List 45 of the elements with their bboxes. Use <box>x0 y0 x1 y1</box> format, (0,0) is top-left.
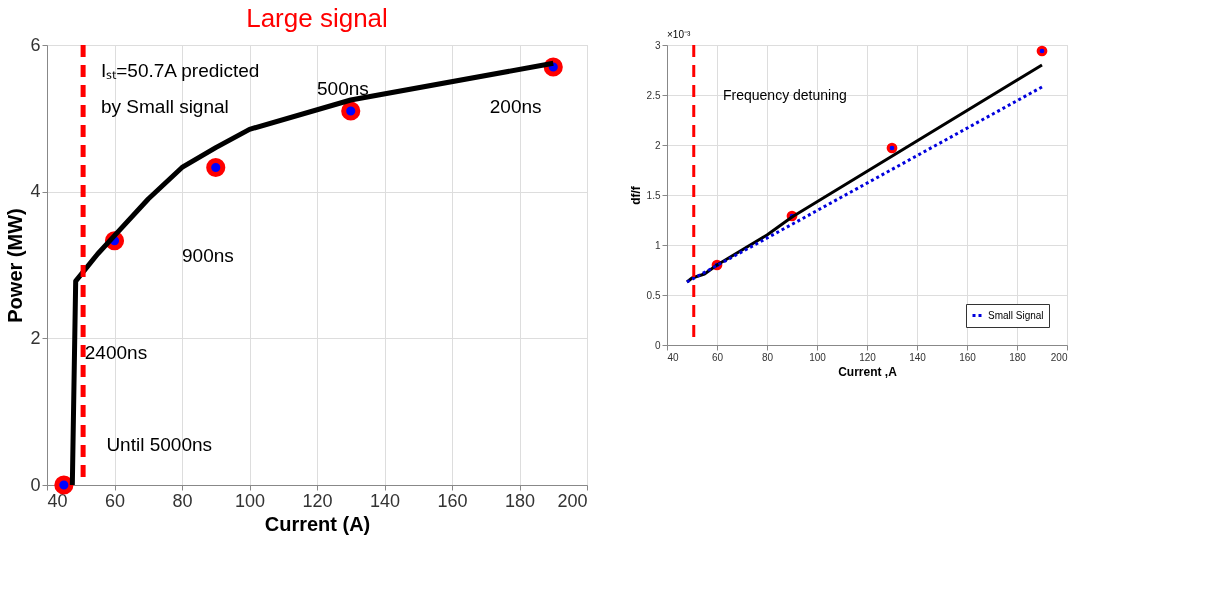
annotation: Iₛₜ=50.7A predicted <box>101 60 260 82</box>
annotation: Frequency detuning <box>723 87 847 103</box>
x-tick-label: 100 <box>809 351 827 363</box>
y-tick-label: 2 <box>30 327 41 348</box>
point <box>1036 45 1048 57</box>
y-tick-label: 0 <box>30 474 41 495</box>
text: ×10⁻³ <box>667 28 691 40</box>
chart-title: Large signal <box>246 3 388 33</box>
x-tick-label: 180 <box>1009 351 1027 363</box>
x-tick-label: 200 <box>1050 351 1068 363</box>
x-tick-label: 160 <box>959 351 977 363</box>
legend-label: Small Signal <box>988 309 1044 321</box>
annotation: 200ns <box>489 95 542 117</box>
y-tick-label: 6 <box>30 34 41 55</box>
y-tick-label: 3 <box>654 39 661 51</box>
x-tick-label: 140 <box>909 351 927 363</box>
x-tick-label: 180 <box>504 490 536 511</box>
x-tick-label: 40 <box>667 351 680 363</box>
y-tick-label: 1 <box>654 239 661 251</box>
annotation: by Small signal <box>101 95 229 117</box>
y-tick-label: 0 <box>654 339 661 351</box>
x-tick-label: 200 <box>557 490 588 511</box>
y-tick-label: 2 <box>654 139 661 151</box>
annotation: 500ns <box>317 78 369 99</box>
point <box>886 142 898 154</box>
x-axis-title: Current ,A <box>838 364 898 379</box>
x-tick-label: 60 <box>711 351 724 363</box>
x-axis-title: Current (A) <box>264 512 371 535</box>
x-tick-label: 80 <box>172 490 193 511</box>
y-axis-title: df/f <box>628 185 643 205</box>
x-tick-label: 120 <box>302 490 333 511</box>
x-tick-label: 40 <box>47 490 68 511</box>
x-tick-label: 120 <box>859 351 877 363</box>
y-tick-label: 4 <box>30 181 41 202</box>
x-tick-label: 100 <box>234 490 266 511</box>
x-tick-label: 140 <box>369 490 401 511</box>
y-tick-label: 1.5 <box>646 189 661 201</box>
x-tick-label: 160 <box>437 490 468 511</box>
x-tick-label: 80 <box>761 351 774 363</box>
x-tick-label: 60 <box>104 490 126 511</box>
y-axis-title: Power (MW) <box>4 208 27 323</box>
annotation: Until 5000ns <box>106 434 213 456</box>
y-tick-label: 2.5 <box>646 89 661 101</box>
annotation: 900ns <box>182 245 234 267</box>
y-tick-label: 0.5 <box>646 289 661 301</box>
